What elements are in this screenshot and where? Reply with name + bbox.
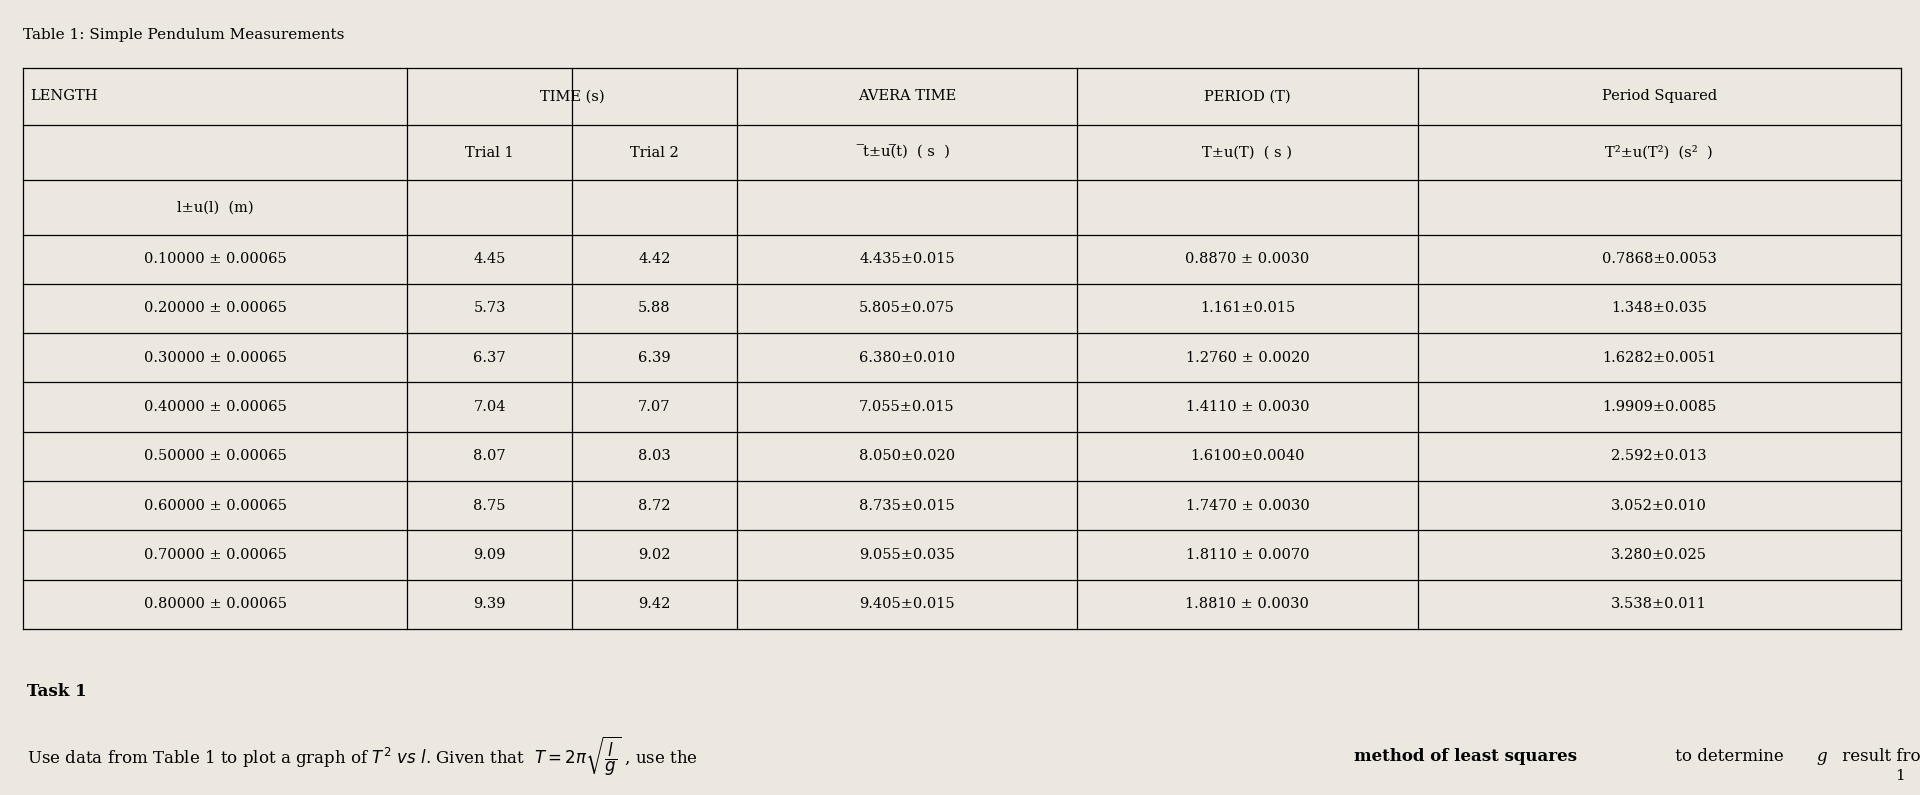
Text: 0.40000 ± 0.00065: 0.40000 ± 0.00065 <box>144 400 286 414</box>
Text: 1.8810 ± 0.0030: 1.8810 ± 0.0030 <box>1185 597 1309 611</box>
Text: 0.20000 ± 0.00065: 0.20000 ± 0.00065 <box>144 301 286 316</box>
Text: 6.37: 6.37 <box>474 351 507 365</box>
Text: 9.42: 9.42 <box>637 597 670 611</box>
Text: 0.7868±0.0053: 0.7868±0.0053 <box>1601 252 1716 266</box>
Text: 0.30000 ± 0.00065: 0.30000 ± 0.00065 <box>144 351 286 365</box>
Text: 6.39: 6.39 <box>637 351 670 365</box>
Text: 7.07: 7.07 <box>637 400 670 414</box>
Text: 9.39: 9.39 <box>474 597 507 611</box>
Text: 3.052±0.010: 3.052±0.010 <box>1611 498 1707 513</box>
Text: LENGTH: LENGTH <box>31 89 98 103</box>
Text: g: g <box>1816 747 1828 765</box>
Text: 0.60000 ± 0.00065: 0.60000 ± 0.00065 <box>144 498 286 513</box>
Text: 0.80000 ± 0.00065: 0.80000 ± 0.00065 <box>144 597 286 611</box>
Text: T±u(T)  ( s ): T±u(T) ( s ) <box>1202 145 1292 160</box>
Text: Trial 2: Trial 2 <box>630 145 680 160</box>
Text: 1.6100±0.0040: 1.6100±0.0040 <box>1190 449 1306 463</box>
Text: 1.8110 ± 0.0070: 1.8110 ± 0.0070 <box>1187 548 1309 562</box>
Text: l±u(l)  (m): l±u(l) (m) <box>177 200 253 215</box>
Text: 8.07: 8.07 <box>474 449 507 463</box>
Text: 1.6282±0.0051: 1.6282±0.0051 <box>1601 351 1716 365</box>
Text: 4.42: 4.42 <box>637 252 670 266</box>
Text: 3.280±0.025: 3.280±0.025 <box>1611 548 1707 562</box>
Text: ̅t±u(̅t)  ( s  ): ̅t±u(̅t) ( s ) <box>864 145 950 160</box>
Text: PERIOD (T): PERIOD (T) <box>1204 89 1290 103</box>
Text: 8.75: 8.75 <box>474 498 507 513</box>
Text: 9.405±0.015: 9.405±0.015 <box>860 597 954 611</box>
Text: 3.538±0.011: 3.538±0.011 <box>1611 597 1707 611</box>
Text: to determine: to determine <box>1670 747 1789 765</box>
Text: 0.50000 ± 0.00065: 0.50000 ± 0.00065 <box>144 449 286 463</box>
Text: result from your: result from your <box>1837 747 1920 765</box>
Text: 8.735±0.015: 8.735±0.015 <box>858 498 954 513</box>
Text: AVERA TIME: AVERA TIME <box>858 89 956 103</box>
Text: 1.7470 ± 0.0030: 1.7470 ± 0.0030 <box>1185 498 1309 513</box>
Text: 0.10000 ± 0.00065: 0.10000 ± 0.00065 <box>144 252 286 266</box>
Text: 9.09: 9.09 <box>474 548 507 562</box>
Text: T²±u(T²)  (s²  ): T²±u(T²) (s² ) <box>1605 145 1713 160</box>
Text: 5.88: 5.88 <box>637 301 670 316</box>
Text: 0.70000 ± 0.00065: 0.70000 ± 0.00065 <box>144 548 286 562</box>
Text: 8.72: 8.72 <box>637 498 670 513</box>
Text: TIME (s): TIME (s) <box>540 89 605 103</box>
Text: 1.4110 ± 0.0030: 1.4110 ± 0.0030 <box>1187 400 1309 414</box>
Text: method of least squares: method of least squares <box>1354 747 1576 765</box>
Text: 1.2760 ± 0.0020: 1.2760 ± 0.0020 <box>1185 351 1309 365</box>
Text: 0.8870 ± 0.0030: 0.8870 ± 0.0030 <box>1185 252 1309 266</box>
Text: 4.435±0.015: 4.435±0.015 <box>860 252 954 266</box>
Text: 4.45: 4.45 <box>474 252 507 266</box>
Text: 1: 1 <box>1895 769 1905 783</box>
Text: Use data from Table 1 to plot a graph of $T^2\ vs\ \mathit{l}$. Given that $\ T : Use data from Table 1 to plot a graph of… <box>27 735 699 778</box>
Text: 8.050±0.020: 8.050±0.020 <box>858 449 954 463</box>
Text: Table 1: Simple Pendulum Measurements: Table 1: Simple Pendulum Measurements <box>23 28 344 42</box>
Text: Period Squared: Period Squared <box>1601 89 1716 103</box>
Text: Trial 1: Trial 1 <box>465 145 515 160</box>
Text: 5.805±0.075: 5.805±0.075 <box>858 301 954 316</box>
Text: 7.04: 7.04 <box>474 400 507 414</box>
Text: 5.73: 5.73 <box>474 301 507 316</box>
Text: 1.161±0.015: 1.161±0.015 <box>1200 301 1296 316</box>
Text: 1.348±0.035: 1.348±0.035 <box>1611 301 1707 316</box>
Text: 9.02: 9.02 <box>637 548 670 562</box>
Text: 7.055±0.015: 7.055±0.015 <box>860 400 954 414</box>
Text: 6.380±0.010: 6.380±0.010 <box>858 351 954 365</box>
Text: 2.592±0.013: 2.592±0.013 <box>1611 449 1707 463</box>
Text: 1.9909±0.0085: 1.9909±0.0085 <box>1601 400 1716 414</box>
Text: Task 1: Task 1 <box>27 683 86 700</box>
Text: 9.055±0.035: 9.055±0.035 <box>858 548 954 562</box>
Text: 8.03: 8.03 <box>637 449 670 463</box>
